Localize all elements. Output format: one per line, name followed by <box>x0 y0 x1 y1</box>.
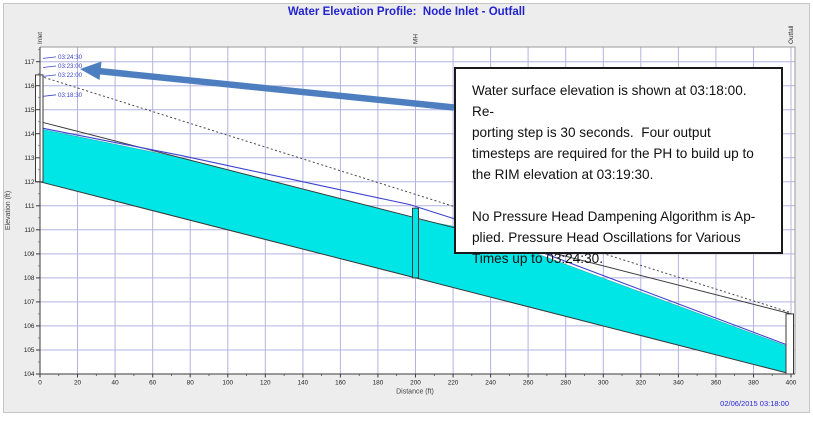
time-marker-label: 03:23:00 <box>58 63 83 70</box>
y-tick-label: 108 <box>24 275 35 282</box>
y-tick-label: 104 <box>24 371 35 378</box>
y-tick-label: 105 <box>24 347 35 354</box>
y-tick-label: 114 <box>24 131 35 138</box>
x-tick-label: 220 <box>448 380 459 387</box>
chart-title: Water Elevation Profile: Node Inlet - Ou… <box>287 6 526 18</box>
y-tick-label: 110 <box>24 227 35 234</box>
node-label-outfall: Outfall <box>788 26 795 44</box>
axes: 104 105 106 107 108 109 110 111 112 113 114 115 116 1… <box>5 47 797 396</box>
y-tick-label: 113 <box>24 155 35 162</box>
ground-rim-line <box>39 75 792 314</box>
y-tick-label: 117 <box>24 59 35 66</box>
x-tick-label: 180 <box>373 380 384 387</box>
x-tick-label: 120 <box>260 380 271 387</box>
callout-arrow-head <box>80 61 102 80</box>
y-tick-label: 115 <box>24 107 35 114</box>
x-tick-label: 0 <box>38 380 42 387</box>
nodes: Inlet MH Outfall <box>35 26 795 375</box>
time-marker-leader <box>42 65 57 68</box>
x-tick-label: 320 <box>635 380 646 387</box>
annotation-callout-box: Water surface elevation is shown at 03:1… <box>454 67 783 266</box>
x-tick-label: 40 <box>112 380 120 387</box>
y-tick-label: 106 <box>24 323 35 330</box>
x-tick-label: 160 <box>335 380 346 387</box>
time-markers: 03:24:30 03:23:00 03:22:00 03:18:30 <box>42 54 83 99</box>
current-timestamp: 02/06/2015 03:18:00 <box>720 399 789 408</box>
node-outfall <box>785 313 794 375</box>
time-marker-leader <box>42 56 57 59</box>
y-tick-label: 107 <box>24 299 35 306</box>
x-tick-label: 280 <box>560 380 571 387</box>
node-label-inlet: Inlet <box>37 32 44 44</box>
y-tick-label: 112 <box>24 179 35 186</box>
y-tick-label: 111 <box>25 203 35 210</box>
x-tick-label: 80 <box>187 380 195 387</box>
y-tick-label: 109 <box>24 251 35 258</box>
x-tick-label: 100 <box>222 380 233 387</box>
x-tick-label: 240 <box>485 380 496 387</box>
time-marker-leader <box>42 74 57 77</box>
x-tick-label: 260 <box>523 380 534 387</box>
time-marker-leader <box>42 94 57 97</box>
x-tick-label: 300 <box>598 380 609 387</box>
x-tick-label: 200 <box>410 380 421 387</box>
time-marker-label: 03:24:30 <box>58 54 83 61</box>
time-marker-label: 03:22:00 <box>58 72 83 79</box>
x-axis-title: Distance (ft) <box>396 389 434 396</box>
y-tick-label: 116 <box>24 83 35 90</box>
time-marker-label: 03:18:30 <box>58 92 83 99</box>
x-tick-label: 60 <box>149 380 157 387</box>
node-label-mh: MH <box>413 34 420 44</box>
callout-arrow <box>80 61 455 111</box>
x-tick-label: 400 <box>786 380 797 387</box>
node-inlet <box>35 74 44 183</box>
x-tick-label: 360 <box>711 380 722 387</box>
node-mh <box>412 207 419 279</box>
x-tick-label: 380 <box>748 380 759 387</box>
plot-border <box>40 46 796 374</box>
x-tick-label: 340 <box>673 380 684 387</box>
x-tick-label: 20 <box>74 380 82 387</box>
y-axis-title: Elevation (ft) <box>5 191 12 230</box>
callout-arrow-shaft <box>97 67 455 111</box>
x-tick-label: 140 <box>298 380 309 387</box>
